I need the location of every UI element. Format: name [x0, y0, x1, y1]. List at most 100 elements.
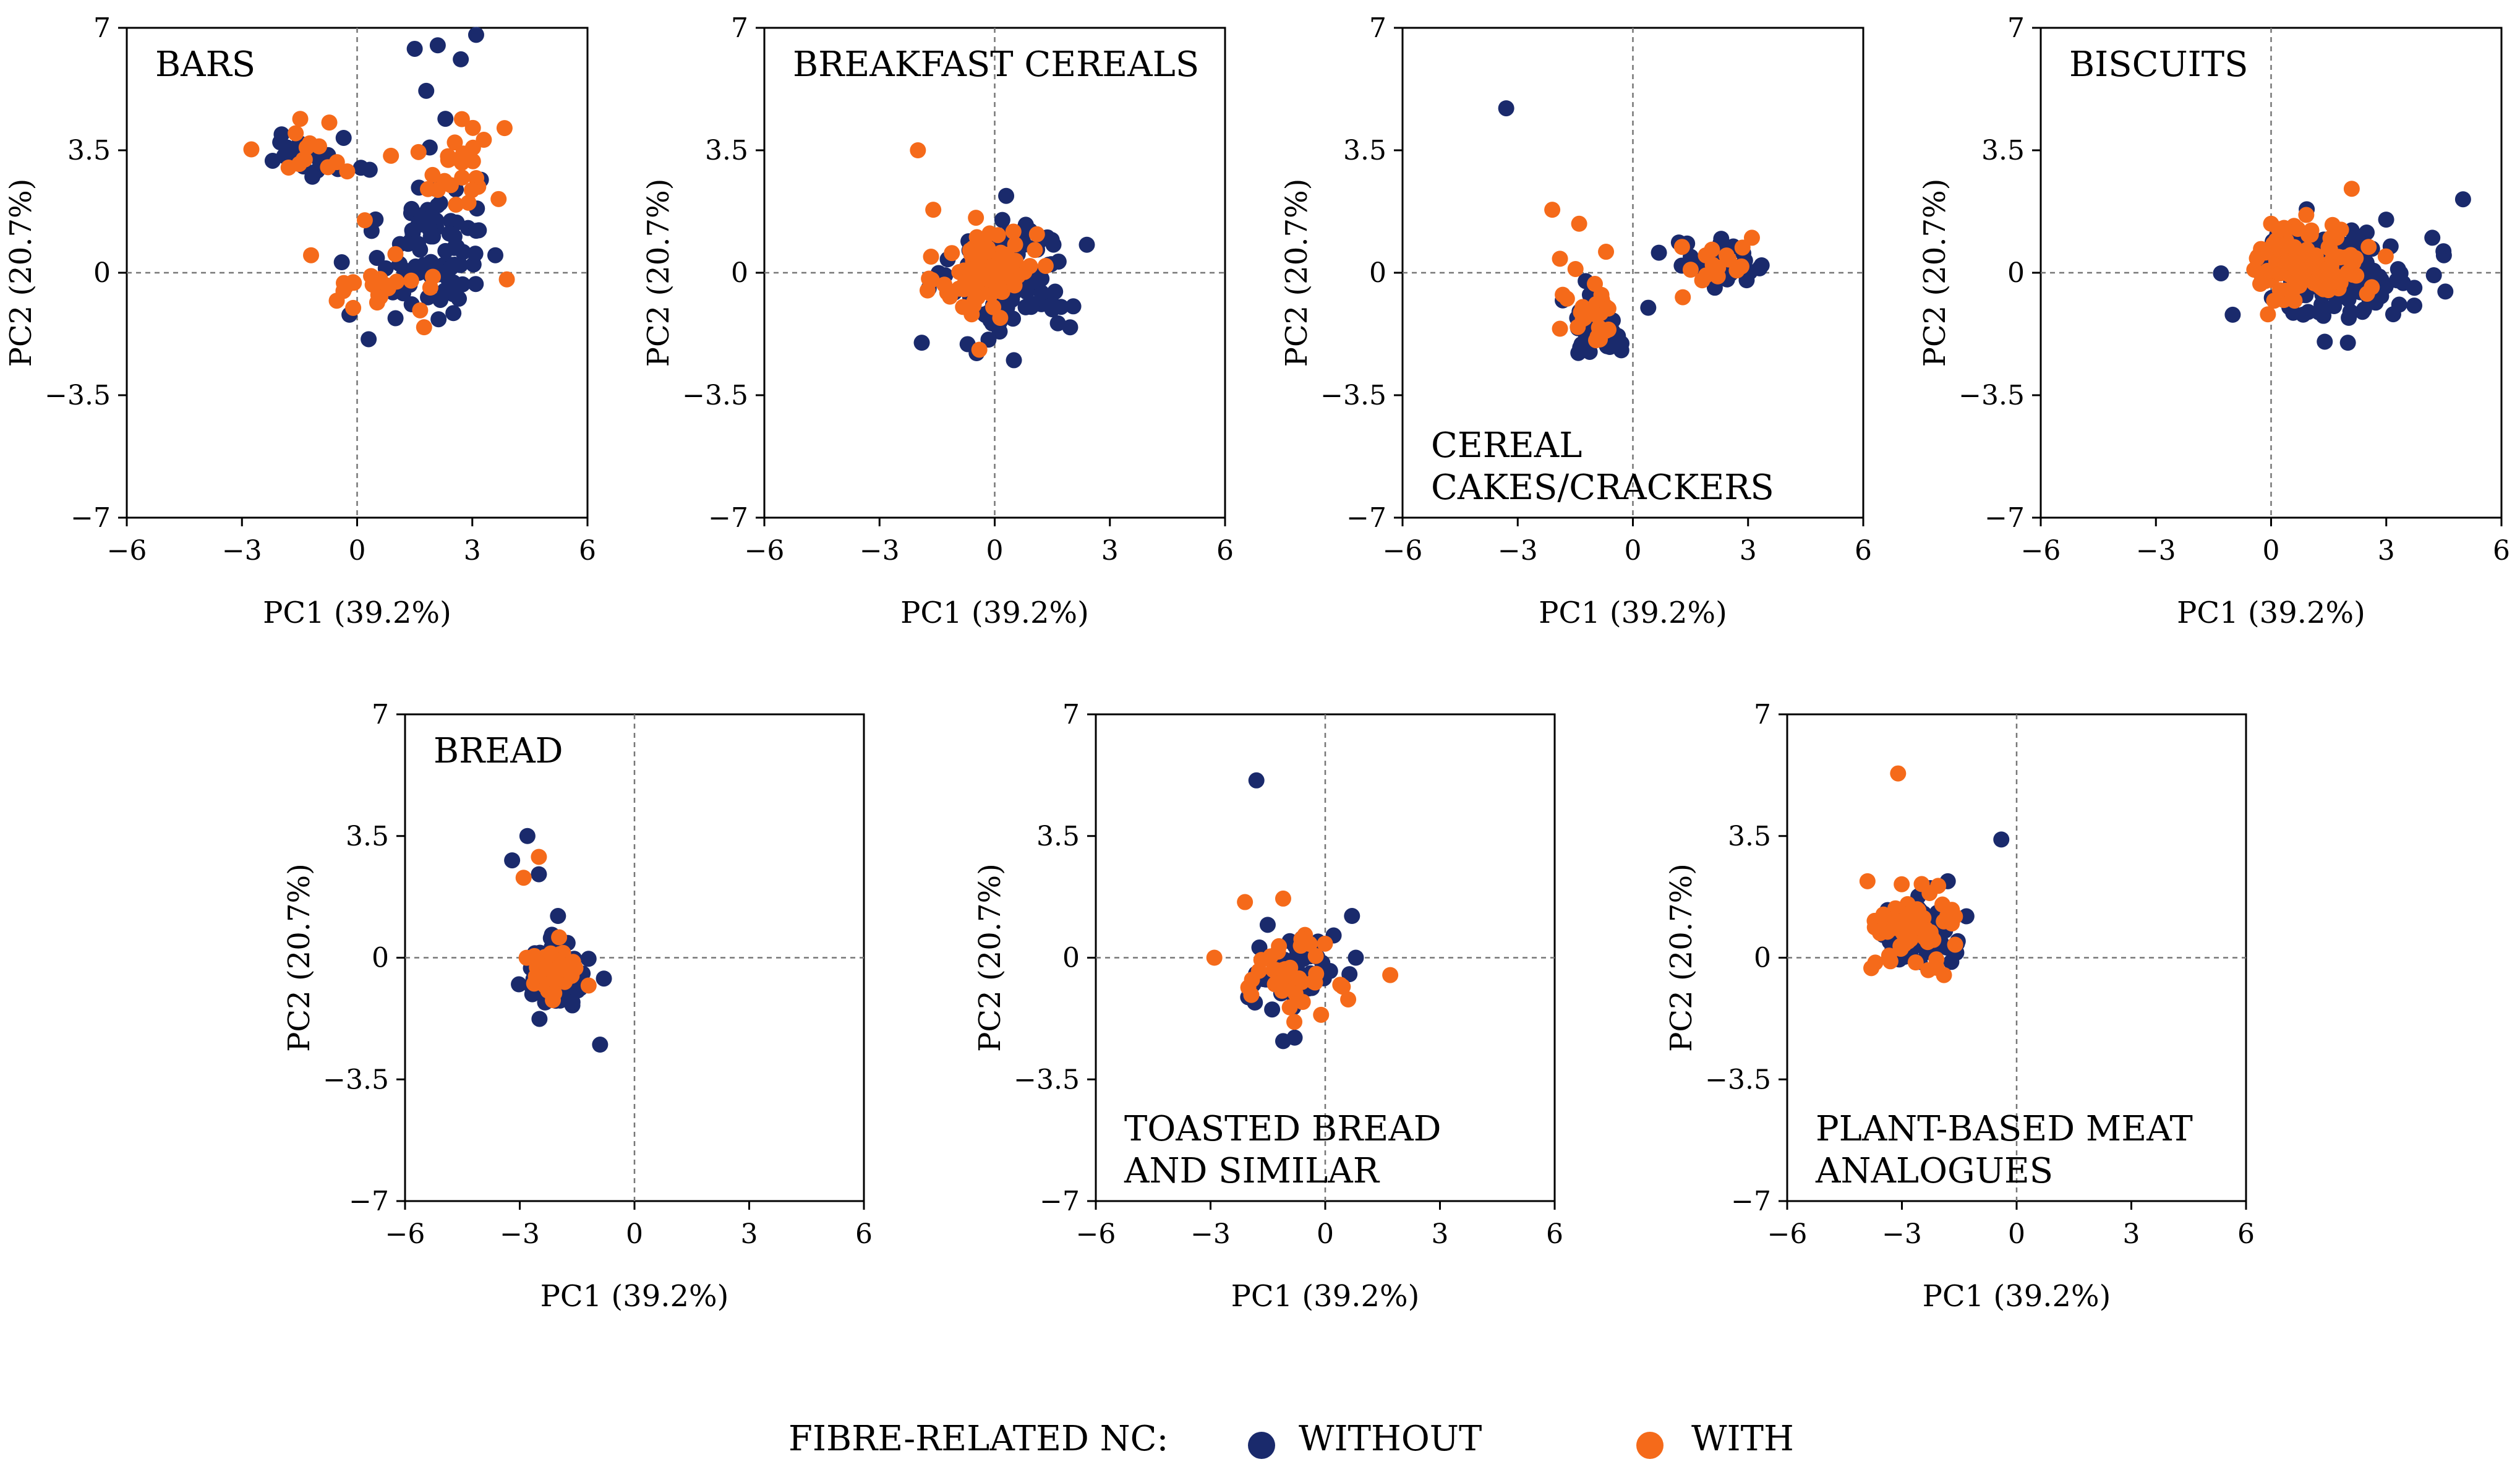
data-point	[1382, 967, 1399, 983]
data-point	[487, 247, 503, 263]
data-point	[1206, 949, 1223, 966]
y-tick-label: −7	[1040, 1186, 1080, 1217]
data-point	[504, 852, 521, 869]
data-point	[463, 182, 480, 199]
data-point	[467, 246, 484, 262]
data-point	[1890, 765, 1907, 782]
x-tick-label: 0	[1625, 535, 1642, 567]
data-point	[264, 152, 281, 169]
data-point	[1738, 272, 1755, 289]
data-point	[455, 276, 471, 293]
data-point	[1286, 1029, 1303, 1046]
data-point	[1570, 344, 1587, 361]
data-point	[292, 111, 309, 127]
x-tick-label: 0	[986, 535, 1004, 567]
x-axis-label: PC1 (39.2%)	[2177, 596, 2365, 630]
y-axis-label: PC2 (20.7%)	[1664, 863, 1699, 1052]
x-tick-label: 3	[1740, 535, 1757, 567]
panel-title: CAKES/CRACKERS	[1431, 468, 1774, 508]
data-point	[352, 160, 369, 176]
data-point	[1344, 908, 1360, 925]
data-point	[1863, 960, 1880, 977]
y-axis-label: PC2 (20.7%)	[973, 863, 1007, 1052]
data-point	[1340, 991, 1357, 1007]
y-tick-label: 7	[1369, 12, 1386, 44]
data-point	[280, 159, 297, 176]
x-tick-label: −3	[1498, 535, 1538, 567]
y-tick-label: −3.5	[682, 380, 748, 411]
data-point	[498, 271, 515, 288]
data-point	[1887, 920, 1903, 936]
y-tick-label: 7	[93, 12, 111, 44]
data-point	[979, 243, 996, 260]
data-point	[910, 142, 926, 158]
data-point	[1751, 260, 1768, 276]
data-point	[1250, 962, 1267, 979]
series-with	[515, 849, 597, 1009]
data-point	[966, 260, 983, 276]
data-point	[1552, 320, 1568, 337]
data-point	[1915, 921, 1931, 938]
x-tick-label: 3	[741, 1218, 758, 1250]
panel-title: BREAD	[434, 731, 563, 771]
legend-label-without: WITHOUT	[1299, 1419, 1482, 1459]
data-point	[1552, 250, 1568, 267]
data-point	[1341, 966, 1358, 983]
y-tick-label: −3.5	[1705, 1064, 1771, 1095]
data-point	[1675, 289, 1691, 306]
y-tick-label: 7	[1754, 699, 1771, 730]
data-point	[1921, 884, 1938, 901]
data-point	[387, 246, 404, 262]
data-point	[1882, 953, 1899, 970]
data-point	[2276, 220, 2292, 236]
y-axis-label: PC2 (20.7%)	[641, 179, 676, 367]
data-point	[553, 956, 570, 973]
data-point	[1598, 244, 1615, 260]
y-tick-label: −7	[1731, 1186, 1771, 1217]
data-point	[424, 166, 441, 183]
y-tick-label: 7	[2007, 12, 2025, 44]
data-point	[429, 37, 446, 54]
data-point	[2300, 304, 2317, 320]
data-point	[1875, 906, 1892, 923]
panel-5: −6 −3 0 3 6 −7 −3.5 0 3.5 7 PC1 (39.2%) PC2 (20.7%)…	[282, 699, 873, 1314]
x-tick-label: 6	[855, 1218, 873, 1250]
data-point	[295, 151, 312, 168]
y-tick-label: 0	[2007, 257, 2025, 289]
panel-title: BISCUITS	[2069, 45, 2249, 85]
data-point	[468, 223, 484, 239]
data-point	[361, 331, 377, 348]
data-point	[511, 976, 527, 993]
data-point	[1065, 298, 1082, 315]
data-point	[453, 150, 469, 166]
data-point	[1651, 244, 1667, 261]
data-point	[298, 139, 315, 156]
data-point	[1307, 947, 1324, 964]
data-point	[410, 143, 427, 160]
series-with	[1544, 202, 1760, 349]
data-point	[1673, 239, 1690, 255]
x-tick-label: −3	[222, 535, 262, 567]
data-point	[1571, 215, 1587, 232]
data-point	[337, 278, 354, 295]
data-point	[443, 259, 459, 276]
x-tick-label: −6	[107, 535, 147, 567]
data-point	[1682, 262, 1699, 278]
x-axis-label: PC1 (39.2%)	[900, 596, 1089, 630]
y-tick-label: 3.5	[705, 135, 748, 166]
data-point	[969, 289, 986, 306]
data-point	[944, 245, 960, 262]
y-tick-label: 3.5	[1728, 821, 1771, 852]
data-point	[518, 949, 535, 966]
legend-title: FIBRE-RELATED NC:	[788, 1419, 1168, 1459]
y-axis-label: PC2 (20.7%)	[4, 179, 38, 367]
data-point	[519, 828, 536, 844]
series-with	[2246, 181, 2394, 323]
y-tick-label: 3.5	[1343, 135, 1386, 166]
y-tick-label: −7	[1346, 502, 1386, 534]
panel-title: PLANT-BASED MEAT	[1816, 1109, 2193, 1149]
data-point	[1896, 936, 1913, 952]
data-point	[476, 132, 492, 148]
y-tick-label: −3.5	[45, 380, 111, 411]
